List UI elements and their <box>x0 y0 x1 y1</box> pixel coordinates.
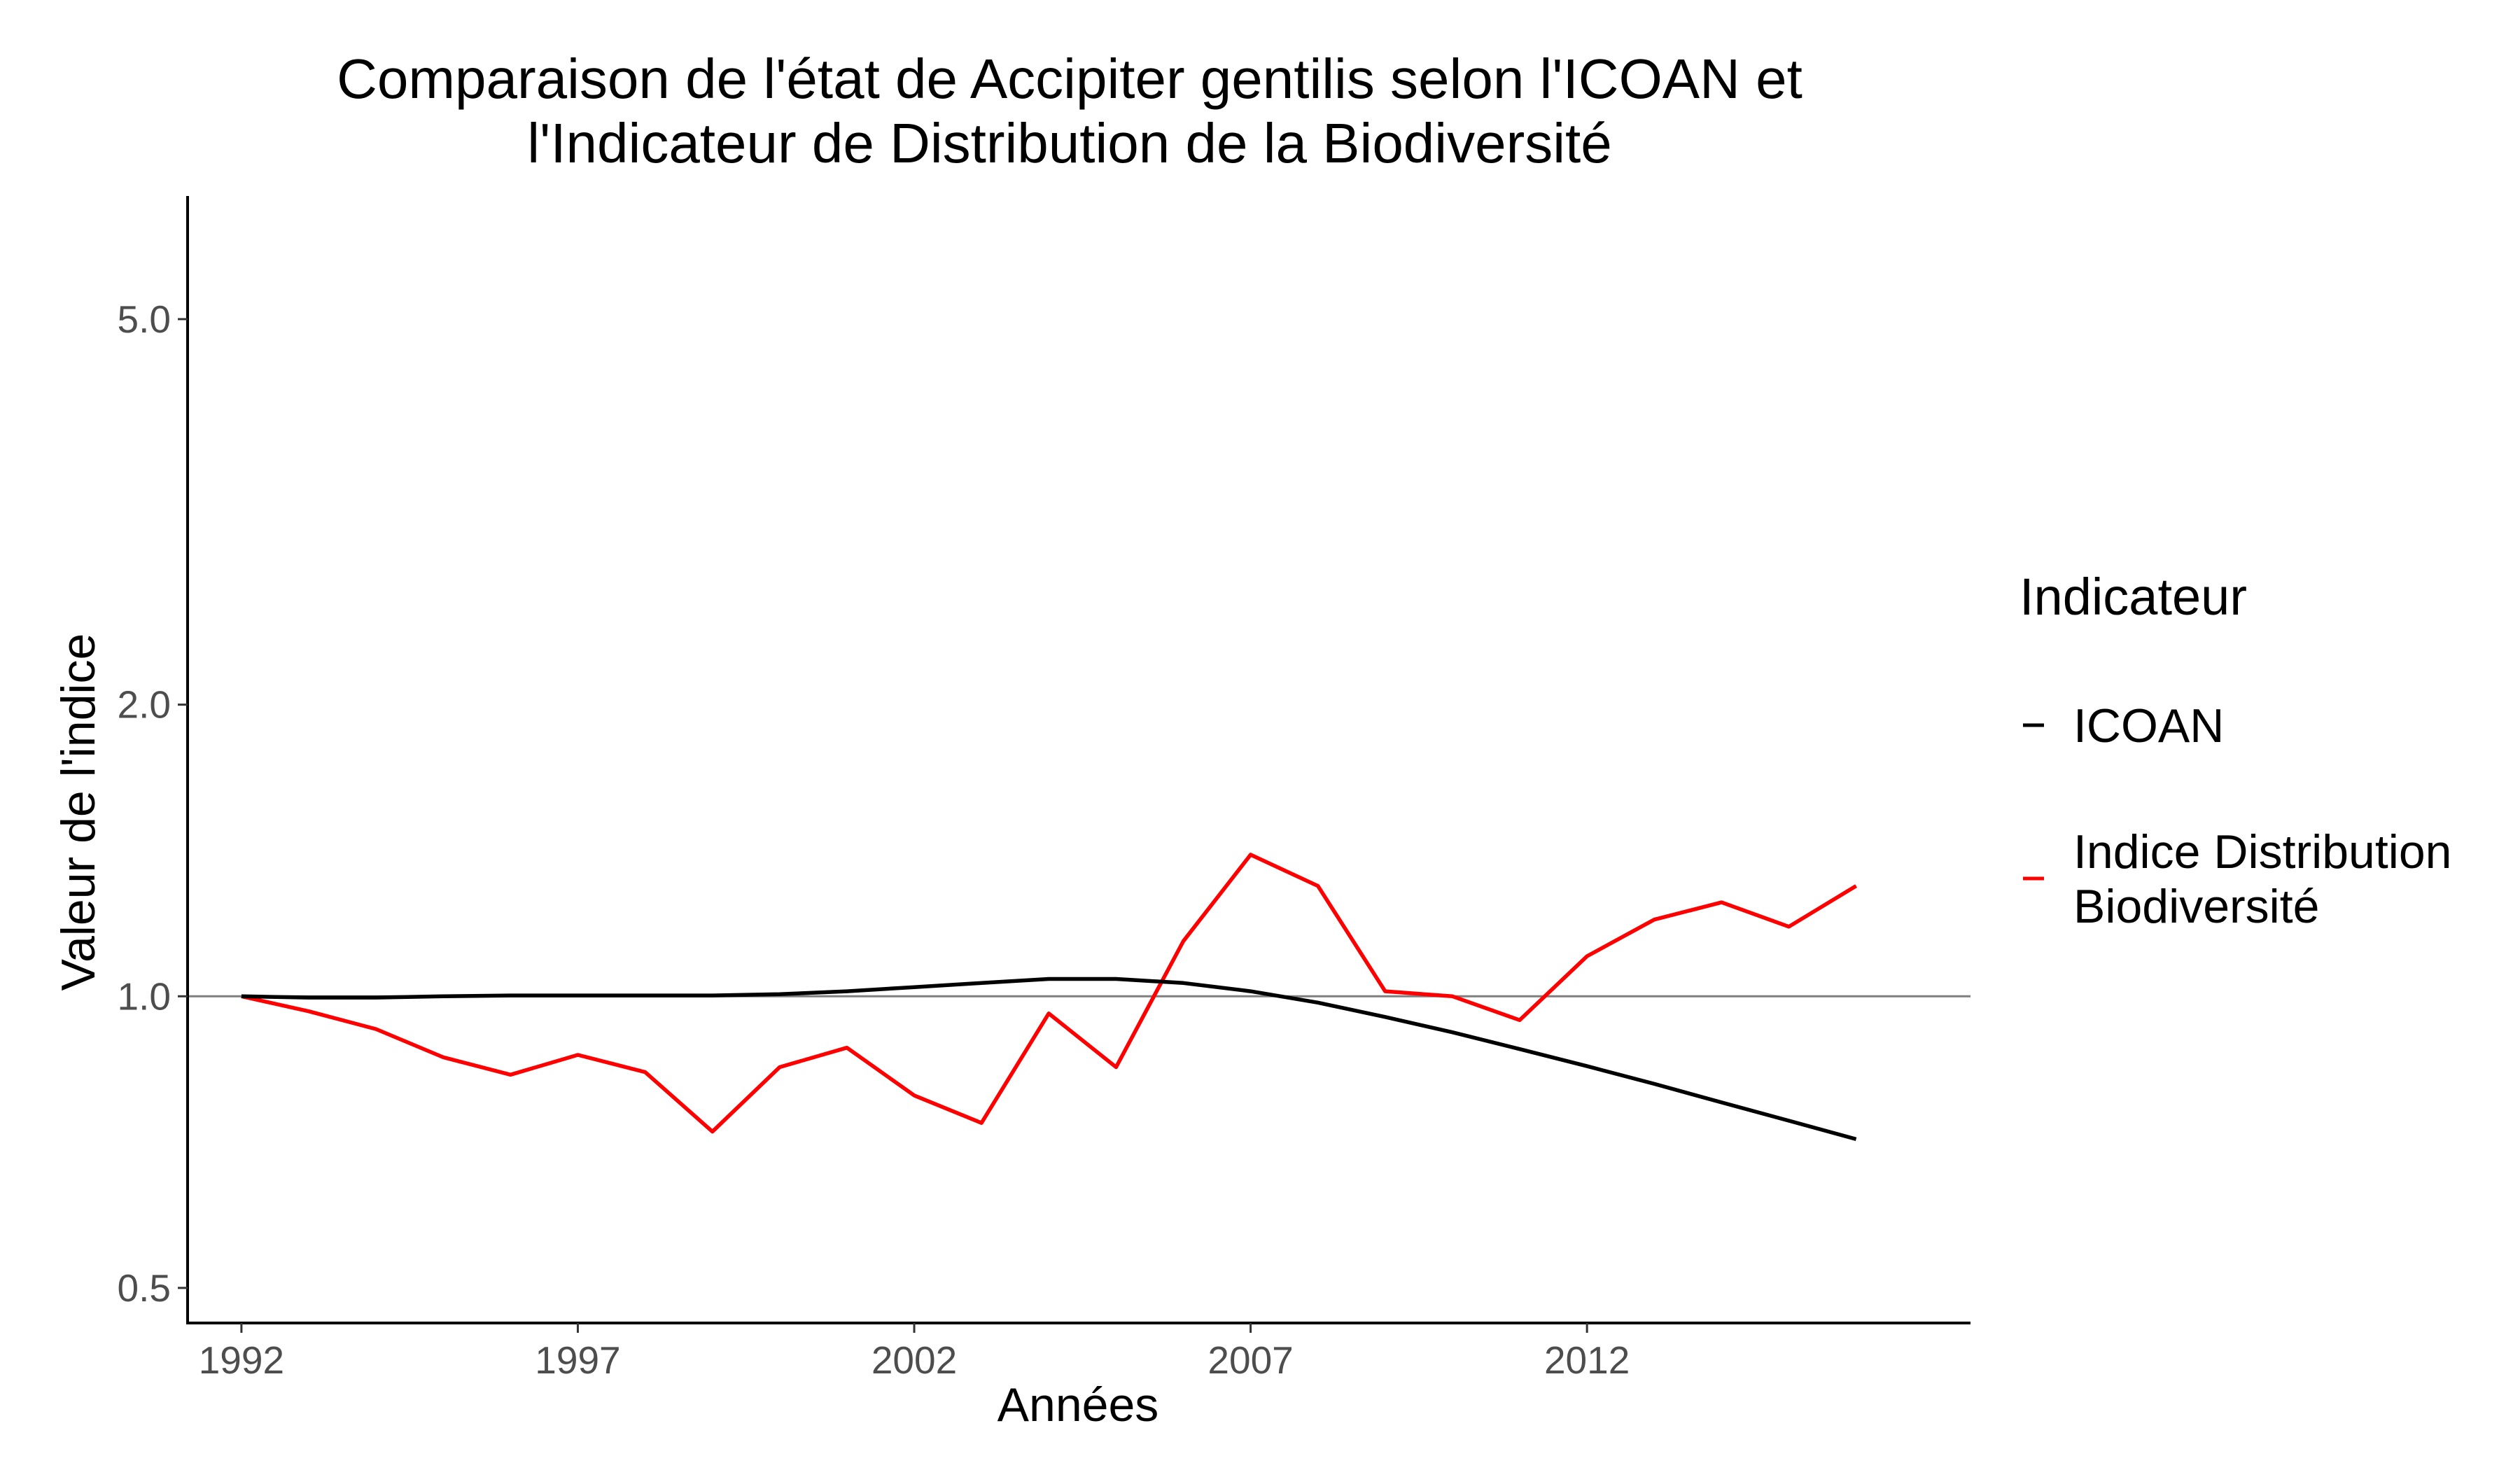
y-tick-label: 0.5 <box>118 1266 171 1310</box>
chart-title: Comparaison de l'état de Accipiter genti… <box>337 48 1802 174</box>
x-tick-label: 2012 <box>1544 1338 1630 1382</box>
chart-title-line-2: l'Indicateur de Distribution de la Biodi… <box>527 112 1611 174</box>
x-tick-label: 2007 <box>1208 1338 1293 1382</box>
legend-title: Indicateur <box>2019 568 2247 626</box>
y-tick-label: 2.0 <box>118 683 171 727</box>
y-axis-title: Valeur de l'indice <box>52 634 105 991</box>
x-axis-title: Années <box>997 1378 1159 1432</box>
y-tick-label: 5.0 <box>118 298 171 341</box>
series-layer <box>241 853 1858 1142</box>
series-line-indice-distribution <box>241 853 1858 1134</box>
y-tick-label: 1.0 <box>118 974 171 1018</box>
legend: Indicateur ICOAN Indice Distribution Bio… <box>2019 568 2451 933</box>
legend-label-indice-distribution-line-1: Indice Distribution <box>2073 825 2451 878</box>
x-tick-label: 1992 <box>199 1338 284 1382</box>
legend-entry-icoan: ICOAN <box>2023 699 2224 752</box>
legend-label-indice-distribution-line-2: Biodiversité <box>2073 880 2320 933</box>
chart-title-line-1: Comparaison de l'état de Accipiter genti… <box>337 48 1802 110</box>
x-tick-label: 2002 <box>872 1338 957 1382</box>
series-line-icoan <box>241 976 1857 1142</box>
x-axis-ticks: 1992 1997 2002 2007 2012 <box>199 1323 1630 1382</box>
legend-label-icoan: ICOAN <box>2073 699 2224 752</box>
legend-entry-indice-distribution: Indice Distribution Biodiversité <box>2023 825 2451 933</box>
x-tick-label: 1997 <box>535 1338 620 1382</box>
y-axis-ticks: 0.5 1.0 2.0 5.0 <box>118 298 188 1310</box>
plot-area: 0.5 1.0 2.0 5.0 1992 1997 2002 2007 2012 <box>118 196 1970 1382</box>
